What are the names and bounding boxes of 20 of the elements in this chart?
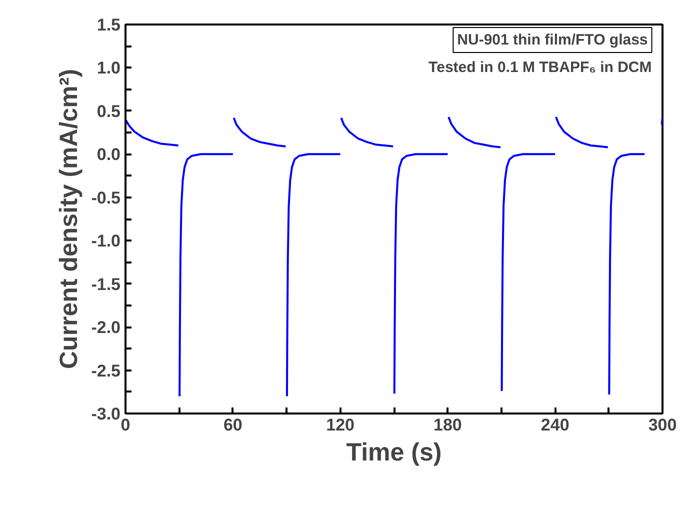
y-tick-label: -2.5 xyxy=(91,361,121,380)
annotation: NU-901 thin film/FTO glass xyxy=(457,32,648,49)
y-tick-label: -1.0 xyxy=(91,232,121,251)
y-axis-title: Current density (mA/cm²) xyxy=(55,68,84,370)
y-tick-label: -2.0 xyxy=(91,318,121,338)
y-tick-label: 1.0 xyxy=(96,58,121,78)
x-tick-label: 180 xyxy=(434,416,462,434)
x-tick-label: 120 xyxy=(326,416,354,434)
x-tick-label: 300 xyxy=(648,416,677,434)
x-axis-title: Time (s) xyxy=(346,438,442,466)
y-tick-label: 0.5 xyxy=(96,102,121,121)
y-tick-label: -3.0 xyxy=(91,404,121,424)
y-tick-label: -0.5 xyxy=(91,188,121,208)
x-tick-label: 240 xyxy=(540,416,570,434)
y-tick-label: 1.5 xyxy=(96,16,121,34)
x-tick-label: 60 xyxy=(223,416,242,434)
y-tick-label: -1.5 xyxy=(91,274,121,294)
x-tick-label: 0 xyxy=(120,416,130,434)
y-tick-label: 0.0 xyxy=(96,145,121,164)
annotation: Tested in 0.1 M TBAPF₆ in DCM xyxy=(428,59,652,76)
